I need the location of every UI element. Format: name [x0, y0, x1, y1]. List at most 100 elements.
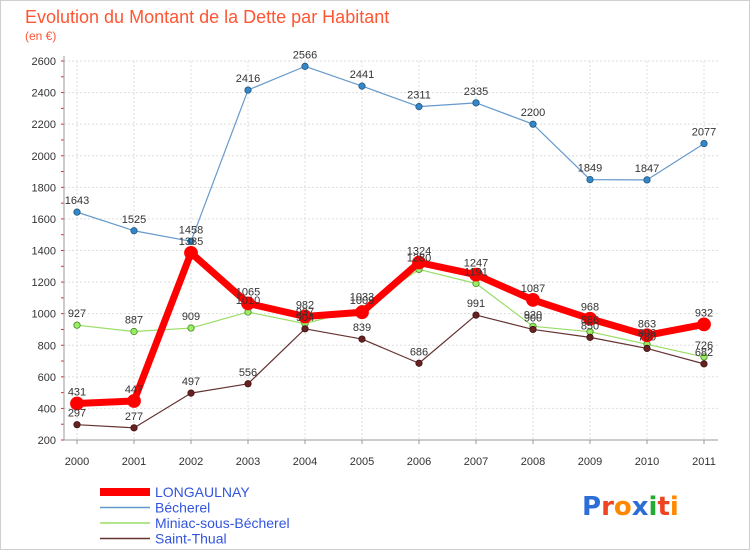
data-label-saint-thual: 839	[353, 322, 371, 334]
point-longaulnay	[355, 305, 369, 320]
point-longaulnay	[184, 245, 198, 260]
x-tick-label: 2004	[293, 456, 317, 468]
series-line-saint-thual	[76, 314, 705, 429]
data-label-saint-thual: 991	[467, 298, 485, 310]
y-tick-label: 2200	[32, 119, 56, 131]
point-longaulnay	[469, 267, 483, 282]
x-tick-label: 2006	[407, 456, 431, 468]
data-label-saint-thual: 297	[68, 408, 86, 420]
x-tick-label: 2009	[578, 456, 602, 468]
logo-text: Proxiti	[582, 492, 679, 522]
point-b-cherel	[415, 103, 423, 111]
point-longaulnay	[298, 309, 312, 324]
point-b-cherel	[358, 82, 366, 90]
point-saint-thual	[73, 421, 81, 429]
y-tick-label: 600	[38, 372, 56, 384]
point-saint-thual	[358, 335, 366, 343]
data-label-saint-thual: 682	[695, 347, 713, 359]
point-b-cherel	[472, 99, 480, 107]
data-label-longaulnay: 932	[695, 307, 713, 319]
data-label-b-cherel: 2416	[236, 73, 260, 85]
data-label-saint-thual: 780	[638, 331, 656, 343]
y-tick-label: 1200	[32, 277, 56, 289]
point-longaulnay	[526, 293, 540, 307]
point-b-cherel	[529, 120, 537, 128]
data-label-saint-thual: 497	[182, 376, 200, 388]
point-saint-thual	[643, 344, 651, 353]
y-tick-label: 1400	[32, 246, 56, 258]
data-label-longaulnay: 982	[296, 300, 314, 312]
y-tick-label: 1000	[32, 309, 56, 321]
point-longaulnay	[583, 311, 597, 326]
x-tick-label: 2005	[350, 456, 374, 468]
data-label-b-cherel: 2077	[692, 127, 716, 139]
data-label-longaulnay: 1247	[464, 258, 488, 270]
point-saint-thual	[301, 325, 309, 333]
data-label-saint-thual: 556	[239, 367, 257, 379]
axes: 200 400 600 800 1000 1200 1400 1600 1800 2000 2200…	[32, 56, 718, 468]
data-label-longaulnay: 863	[638, 318, 656, 330]
data-label-b-cherel: 1458	[179, 224, 203, 236]
data-label-saint-thual: 850	[581, 320, 599, 332]
point-longaulnay	[241, 296, 255, 311]
series-line-b-cherel	[76, 65, 705, 242]
point-miniac-sous-b-cherel	[130, 327, 138, 336]
point-saint-thual	[472, 311, 480, 319]
grid	[64, 60, 718, 441]
data-label-longaulnay: 431	[68, 387, 86, 399]
data-label-b-cherel: 1643	[65, 195, 89, 207]
data-label-b-cherel: 1525	[122, 214, 146, 226]
data-label-miniac-sous-b-cherel: 886	[581, 315, 599, 327]
data-label-saint-thual: 277	[125, 411, 143, 423]
data-label-longaulnay: 1009	[350, 295, 374, 307]
x-tick-label: 2000	[65, 456, 89, 468]
point-b-cherel	[73, 208, 81, 216]
x-tick-label: 2002	[179, 456, 203, 468]
point-saint-thual	[244, 380, 252, 388]
point-b-cherel	[586, 175, 594, 184]
y-tick-label: 200	[38, 435, 56, 447]
data-label-miniac-sous-b-cherel: 1280	[407, 252, 431, 264]
data-label-miniac-sous-b-cherel: 806	[638, 327, 656, 339]
data-label-longaulnay: 1385	[179, 236, 203, 248]
point-b-cherel	[130, 227, 138, 235]
data-label-miniac-sous-b-cherel: 909	[182, 311, 200, 323]
data-label-miniac-sous-b-cherel: 937	[296, 307, 314, 319]
y-tick-label: 2400	[32, 88, 56, 100]
data-label-b-cherel: 2311	[407, 90, 431, 102]
point-saint-thual	[187, 389, 195, 397]
data-label-saint-thual: 900	[524, 312, 542, 324]
legend-label-b-cherel: Bécherel	[155, 500, 210, 516]
proxiti-logo: Proxiti	[582, 492, 679, 522]
point-saint-thual	[130, 424, 138, 432]
point-miniac-sous-b-cherel	[187, 324, 195, 332]
point-longaulnay	[412, 255, 426, 270]
chart-subtitle: (en €)	[25, 29, 56, 43]
data-label-longaulnay: 1065	[236, 286, 260, 298]
data-label-miniac-sous-b-cherel: 1010	[236, 295, 260, 307]
series-layer	[70, 62, 711, 432]
data-label-miniac-sous-b-cherel: 927	[68, 308, 86, 320]
point-b-cherel	[187, 237, 195, 245]
y-tick-label: 800	[38, 340, 56, 352]
y-tick-label: 2600	[32, 56, 56, 68]
point-longaulnay	[70, 396, 84, 411]
point-saint-thual	[529, 325, 537, 334]
y-tick-label: 1600	[32, 214, 56, 226]
data-label-miniac-sous-b-cherel: 726	[695, 340, 713, 352]
data-label-saint-thual: 904	[296, 312, 314, 324]
point-saint-thual	[700, 360, 708, 368]
data-labels: 1643 1525 1458 2416 2566 2441 2311 2335 2200 1849…	[65, 49, 716, 422]
x-tick-label: 2001	[122, 456, 146, 468]
legend-label-longaulnay: LONGAULNAY	[155, 484, 250, 500]
x-tick-label: 2003	[236, 456, 260, 468]
x-tick-label: 2011	[692, 456, 716, 468]
data-label-saint-thual: 686	[410, 346, 428, 358]
series-line-longaulnay	[76, 249, 705, 408]
data-label-b-cherel: 1849	[578, 163, 602, 175]
point-longaulnay	[640, 328, 654, 343]
point-miniac-sous-b-cherel	[700, 353, 708, 361]
data-label-longaulnay: 447	[125, 384, 143, 396]
point-miniac-sous-b-cherel	[73, 321, 81, 329]
